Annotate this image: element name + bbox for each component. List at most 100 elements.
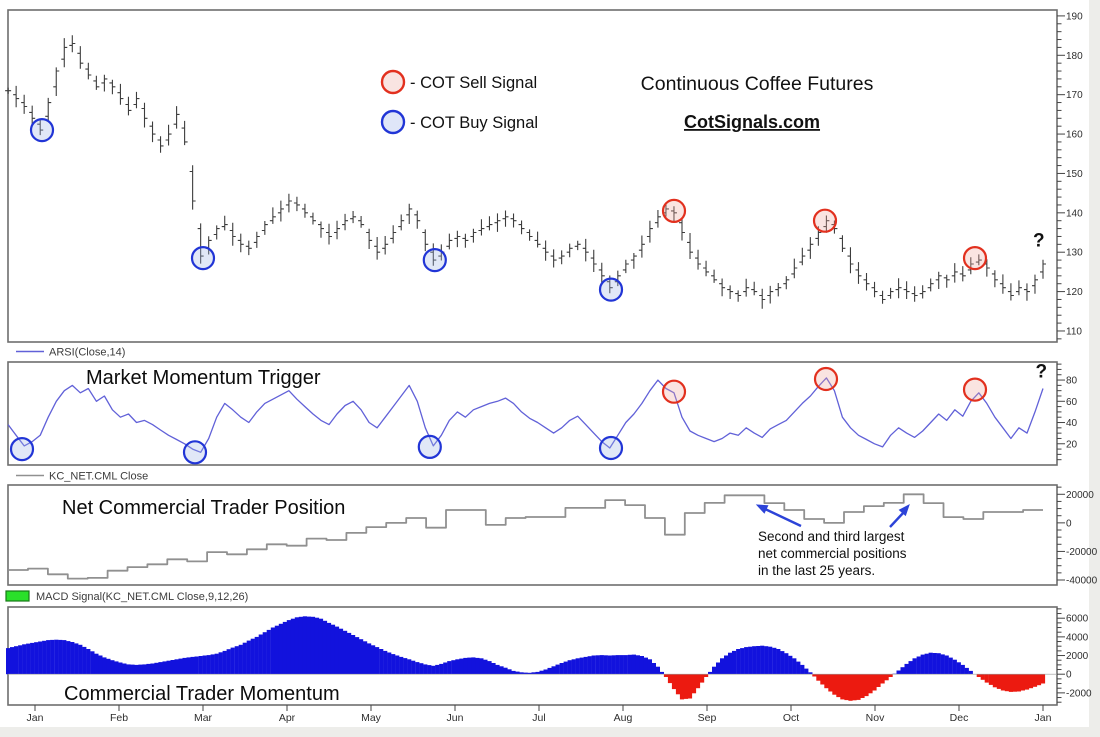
macd-bar-negative	[1016, 674, 1021, 692]
arsi-panel	[7, 361, 1058, 466]
macd-bar-positive	[936, 653, 941, 675]
macd-bar-positive	[18, 645, 23, 675]
y-tick-label: 80	[1066, 376, 1078, 387]
macd-bar-positive	[90, 651, 95, 675]
macd-bar-positive	[306, 616, 312, 675]
macd-bar-positive	[511, 670, 516, 675]
macd-bar-positive	[599, 655, 604, 675]
macd-bar-positive	[419, 663, 424, 675]
x-tick-label: Mar	[194, 712, 213, 724]
macd-bar-positive	[351, 635, 356, 675]
macd-bar-positive	[607, 655, 612, 675]
macd-bar-positive	[266, 629, 271, 675]
annotation-arrow-left-shaft	[762, 506, 802, 528]
macd-bar-positive	[716, 662, 721, 675]
macd-bar-positive	[338, 628, 344, 675]
macd-bar-positive	[439, 663, 444, 675]
y-tick-label: 120	[1066, 287, 1083, 298]
x-axis: Jan Feb Mar Apr May Jun Jul Aug Sep Oct Nov Dec Jan	[27, 705, 1052, 724]
cot-sell-signal-price	[962, 246, 988, 271]
macd-bar-positive	[355, 637, 360, 675]
website-link[interactable]: CotSignals.com	[684, 112, 820, 132]
macd-bar-positive	[391, 654, 396, 675]
macd-bar-positive	[106, 658, 111, 675]
cot-buy-signal-price	[29, 118, 55, 143]
macd-bar-negative	[816, 674, 821, 681]
macd-bar-positive	[174, 659, 179, 675]
macd-bar-positive	[920, 654, 925, 675]
macd-bar-positive	[455, 659, 460, 675]
macd-bar-negative	[1008, 674, 1013, 692]
macd-bar-positive	[651, 663, 656, 675]
macd-bar-positive	[924, 653, 929, 675]
macd-bar-positive	[587, 656, 592, 675]
macd-bar-positive	[639, 656, 644, 675]
y-tick-label: -40000	[1066, 576, 1098, 587]
macd-bar-positive	[740, 648, 745, 675]
macd-bar-positive	[166, 660, 171, 675]
macd-bar-positive	[780, 651, 785, 675]
macd-bar-positive	[539, 670, 544, 675]
annotation-arrow-left-head	[755, 504, 769, 514]
y-tick-label: 180	[1066, 51, 1083, 62]
macd-bar-positive	[431, 665, 436, 675]
macd-bar-negative	[671, 674, 677, 690]
macd-bar-positive	[591, 655, 596, 675]
macd-bar-positive	[142, 664, 147, 675]
macd-bar-positive	[371, 645, 376, 675]
macd-bar-positive	[732, 650, 737, 675]
cot-buy-signal-price	[598, 277, 624, 302]
y-tick-label: 190	[1066, 11, 1083, 22]
cot-buy-signal-arsi	[9, 437, 35, 462]
macd-panel-title: Commercial Trader Momentum	[64, 683, 340, 705]
x-tick-label: Feb	[110, 712, 128, 724]
macd-bar-positive	[708, 671, 713, 675]
macd-bar-positive	[579, 657, 584, 675]
macd-bar-negative	[876, 674, 881, 687]
macd-bar-positive	[334, 626, 340, 675]
macd-bar-positive	[451, 660, 456, 675]
macd-bar-positive	[808, 672, 813, 675]
macd-bar-positive	[423, 664, 428, 675]
x-tick-label: Jun	[447, 712, 464, 724]
y-tick-label: 0	[1066, 670, 1072, 681]
macd-bar-positive	[330, 624, 336, 675]
macd-bar-positive	[114, 661, 119, 675]
arsi-legend-label: ARSI(Close,14)	[49, 347, 125, 359]
macd-bar-positive	[30, 642, 35, 675]
macd-bar-positive	[298, 616, 303, 675]
net-position-step-line	[8, 493, 1043, 580]
macd-bar-positive	[736, 649, 741, 675]
macd-bar-positive	[326, 622, 332, 675]
macd-bar-positive	[194, 656, 199, 675]
y-tick-label: 6000	[1066, 614, 1089, 625]
macd-bar-positive	[250, 638, 255, 675]
cot-sell-signal-price	[812, 208, 838, 233]
macd-bar-positive	[186, 657, 191, 675]
macd-bar-negative	[1024, 674, 1030, 690]
cot-sell-signal-price	[661, 198, 687, 223]
macd-bar-positive	[182, 657, 187, 675]
macd-bar-positive	[964, 667, 969, 675]
macd-bar-positive	[395, 655, 400, 675]
x-tick-label: Sep	[698, 712, 717, 724]
macd-bar-negative	[880, 674, 885, 684]
macd-bar-negative	[888, 674, 893, 677]
macd-bar-positive	[26, 643, 31, 675]
macd-bar-positive	[908, 661, 913, 675]
macd-bar-positive	[10, 647, 15, 675]
macd-bar-positive	[575, 658, 580, 675]
macd-bar-positive	[932, 653, 937, 675]
macd-bar-positive	[74, 643, 79, 675]
macd-bar-positive	[659, 671, 664, 675]
macd-bar-positive	[744, 647, 749, 675]
macd-bar-positive	[210, 654, 215, 675]
macd-bar-positive	[447, 661, 452, 675]
macd-bar-positive	[375, 647, 380, 675]
chart-title: Continuous Coffee Futures	[641, 73, 874, 95]
macd-bar-positive	[603, 655, 608, 675]
macd-bar-positive	[70, 642, 75, 675]
macd-bar-positive	[138, 664, 143, 675]
macd-bar-positive	[563, 661, 568, 675]
cot-sell-signal-arsi	[661, 379, 687, 404]
